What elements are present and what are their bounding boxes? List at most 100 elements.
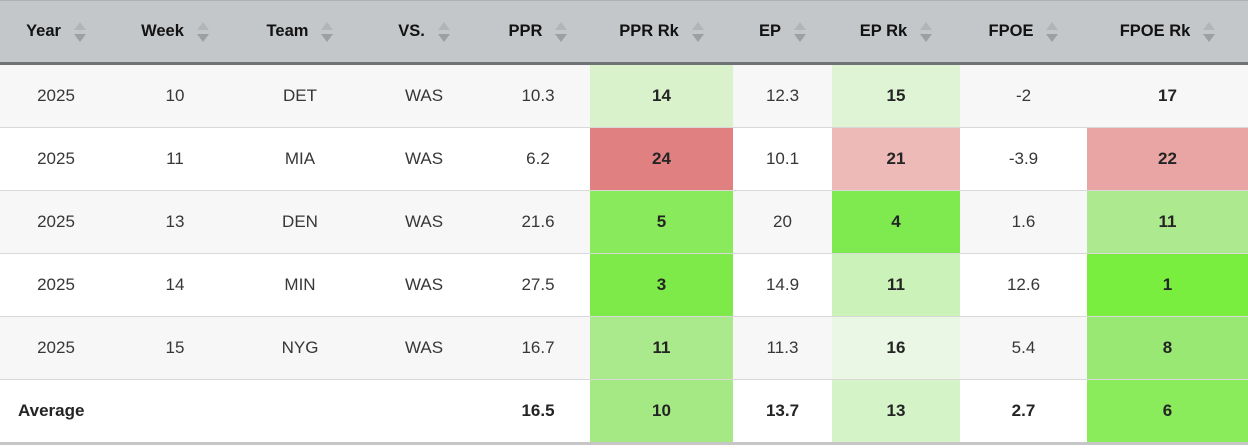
cell-ep: 13.7: [733, 379, 832, 445]
cell-ppr-rk: 3: [590, 253, 733, 317]
cell-ppr-rk: 14: [590, 63, 733, 128]
cell-ep: 10.1: [733, 127, 832, 191]
cell-vs: WAS: [362, 127, 486, 191]
cell-vs-empty: [362, 379, 486, 445]
table-row: 2025 10 DET WAS 10.3 14 12.3 15 -2 17: [0, 63, 1248, 128]
cell-team: MIN: [238, 253, 362, 317]
cell-week-empty: [112, 379, 238, 445]
sort-down-arrow-icon: [691, 33, 704, 42]
average-label: Average: [0, 379, 112, 445]
cell-fpoe-rk: 11: [1087, 190, 1248, 254]
cell-ep-rk: 15: [832, 63, 960, 128]
cell-year: 2025: [0, 190, 112, 254]
cell-week: 11: [112, 127, 238, 191]
cell-vs: WAS: [362, 63, 486, 128]
average-row: Average 16.5 10 13.7 13 2.7 6: [0, 379, 1248, 445]
sort-up-arrow-icon: [920, 21, 933, 30]
sort-down-arrow-icon: [920, 33, 933, 42]
header-label: Week: [141, 22, 184, 40]
header-label: EP Rk: [859, 22, 908, 40]
sort-up-arrow-icon: [321, 21, 334, 30]
cell-ppr: 16.5: [486, 379, 590, 445]
header-cell-ep-rk[interactable]: EP Rk: [832, 0, 960, 65]
cell-ppr-rk: 10: [590, 379, 733, 445]
cell-fpoe: 2.7: [960, 379, 1087, 445]
header-cell-fpoe[interactable]: FPOE: [960, 0, 1087, 65]
sort-down-arrow-icon: [1203, 33, 1216, 42]
cell-ep-rk: 4: [832, 190, 960, 254]
header-cell-ppr-rk[interactable]: PPR Rk: [590, 0, 733, 65]
cell-vs: WAS: [362, 190, 486, 254]
header-cell-week[interactable]: Week: [112, 0, 238, 65]
table-header-row: Year Week Team VS. PPR PPR Rk EP EP Rk F…: [0, 0, 1248, 65]
cell-year: 2025: [0, 316, 112, 380]
header-label: Year: [26, 22, 61, 40]
cell-ep: 14.9: [733, 253, 832, 317]
table-row: 2025 15 NYG WAS 16.7 11 11.3 16 5.4 8: [0, 316, 1248, 380]
sort-up-arrow-icon: [196, 21, 209, 30]
cell-ep-rk: 21: [832, 127, 960, 191]
table-row: 2025 11 MIA WAS 6.2 24 10.1 21 -3.9 22: [0, 127, 1248, 191]
cell-week: 10: [112, 63, 238, 128]
table-row: 2025 14 MIN WAS 27.5 3 14.9 11 12.6 1: [0, 253, 1248, 317]
sort-down-arrow-icon: [73, 33, 86, 42]
cell-team: NYG: [238, 316, 362, 380]
cell-ep-rk: 11: [832, 253, 960, 317]
sort-down-arrow-icon: [555, 33, 568, 42]
header-cell-ppr[interactable]: PPR: [486, 0, 590, 65]
header-cell-vs[interactable]: VS.: [362, 0, 486, 65]
cell-ppr-rk: 24: [590, 127, 733, 191]
cell-team-empty: [238, 379, 362, 445]
header-cell-year[interactable]: Year: [0, 0, 112, 65]
sort-icon: [691, 21, 704, 42]
cell-year: 2025: [0, 253, 112, 317]
cell-week: 13: [112, 190, 238, 254]
sort-icon: [437, 21, 450, 42]
cell-fpoe-rk: 1: [1087, 253, 1248, 317]
sort-up-arrow-icon: [1203, 21, 1216, 30]
cell-team: MIA: [238, 127, 362, 191]
header-label: FPOE Rk: [1119, 22, 1191, 40]
sort-icon: [1203, 21, 1216, 42]
sort-up-arrow-icon: [691, 21, 704, 30]
sort-up-arrow-icon: [437, 21, 450, 30]
cell-ppr-rk: 5: [590, 190, 733, 254]
cell-fpoe-rk: 17: [1087, 63, 1248, 128]
cell-fpoe: 5.4: [960, 316, 1087, 380]
cell-vs: WAS: [362, 253, 486, 317]
sort-down-arrow-icon: [1046, 33, 1059, 42]
sort-down-arrow-icon: [321, 33, 334, 42]
sort-icon: [321, 21, 334, 42]
header-cell-ep[interactable]: EP: [733, 0, 832, 65]
cell-fpoe-rk: 22: [1087, 127, 1248, 191]
sort-down-arrow-icon: [196, 33, 209, 42]
cell-team: DEN: [238, 190, 362, 254]
header-cell-team[interactable]: Team: [238, 0, 362, 65]
sort-down-arrow-icon: [794, 33, 806, 42]
cell-ppr: 21.6: [486, 190, 590, 254]
cell-fpoe: -2: [960, 63, 1087, 128]
sort-icon: [196, 21, 209, 42]
cell-vs: WAS: [362, 316, 486, 380]
cell-year: 2025: [0, 63, 112, 128]
cell-year: 2025: [0, 127, 112, 191]
sort-icon: [555, 21, 568, 42]
cell-ppr: 27.5: [486, 253, 590, 317]
header-cell-fpoe-rk[interactable]: FPOE Rk: [1087, 0, 1248, 65]
cell-ep: 11.3: [733, 316, 832, 380]
sort-icon: [920, 21, 933, 42]
cell-ppr: 10.3: [486, 63, 590, 128]
cell-week: 14: [112, 253, 238, 317]
header-label: Team: [266, 22, 309, 40]
cell-ppr: 16.7: [486, 316, 590, 380]
sort-up-arrow-icon: [73, 21, 86, 30]
cell-ep-rk: 13: [832, 379, 960, 445]
cell-ppr-rk: 11: [590, 316, 733, 380]
sort-up-arrow-icon: [555, 21, 568, 30]
table-row: 2025 13 DEN WAS 21.6 5 20 4 1.6 11: [0, 190, 1248, 254]
cell-team: DET: [238, 63, 362, 128]
cell-ep: 12.3: [733, 63, 832, 128]
header-label: EP: [758, 22, 781, 40]
header-label: PPR: [508, 22, 543, 40]
